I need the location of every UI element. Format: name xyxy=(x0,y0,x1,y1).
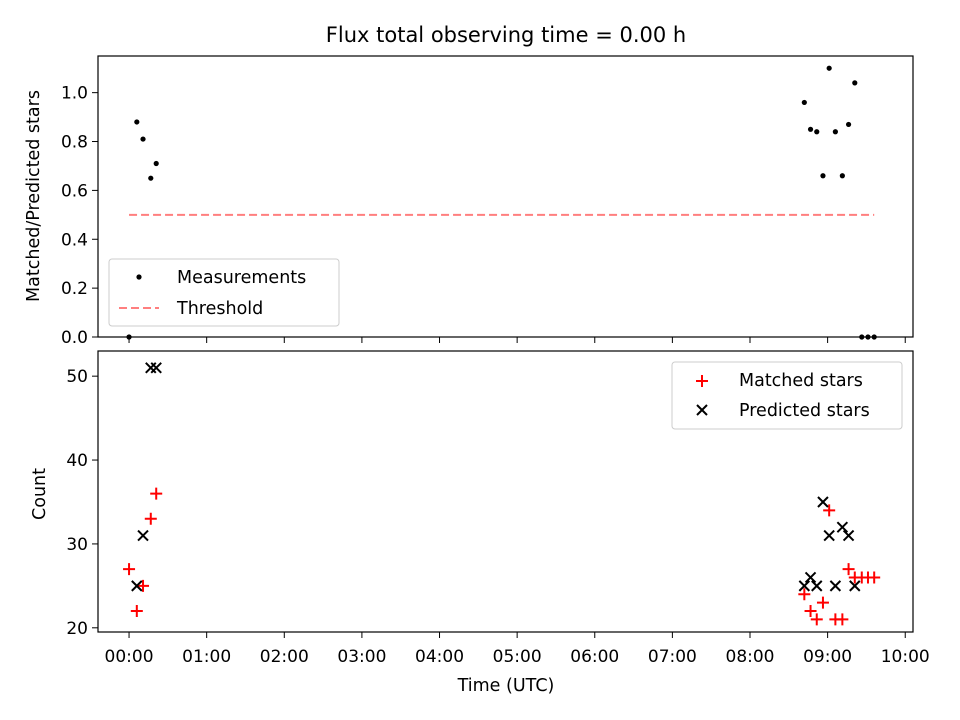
measurement-point xyxy=(839,173,845,179)
matched-stars-point xyxy=(137,579,150,592)
star-count-legend-frame xyxy=(671,361,903,430)
flux-ratio-y-tick-label: 0.8 xyxy=(61,133,88,153)
flux-ratio-legend: Measurements Threshold xyxy=(108,258,340,327)
measurement-point xyxy=(148,175,154,181)
measurement-point xyxy=(845,121,852,128)
figure-title: Flux total observing time = 0.00 h xyxy=(326,23,686,47)
measurement-point xyxy=(153,160,159,167)
legend-threshold-label: Threshold xyxy=(176,299,263,319)
matched-stars-point xyxy=(144,512,157,525)
flux-ratio-y-ticks: 0.0 0.2 0.4 0.6 0.8 1.0 xyxy=(61,84,98,348)
measurement-point xyxy=(826,65,832,71)
star-count-x-tick-label: 09:00 xyxy=(803,647,852,667)
star-count-x-tick-label: 05:00 xyxy=(493,647,542,667)
measurement-point xyxy=(814,129,820,135)
star-count-y-tick-label: 40 xyxy=(66,451,88,471)
predicted-stars-point xyxy=(798,580,811,592)
measurement-point xyxy=(140,136,146,142)
legend-matched-stars-plus xyxy=(696,375,708,387)
star-count-y-ticks: 20 30 40 50 xyxy=(66,367,98,639)
measurement-point xyxy=(832,129,838,135)
star-count-x-tick-label: 03:00 xyxy=(337,647,386,667)
star-count-x-tick-label: 10:00 xyxy=(881,647,930,667)
star-count-plot-area xyxy=(123,362,881,626)
matched-stars-point xyxy=(836,613,849,626)
matched-stars-point xyxy=(150,487,163,500)
measurement-point xyxy=(820,173,826,179)
legend-matched-stars-label: Matched stars xyxy=(739,371,863,391)
flux-ratio-y-axis-label: Matched/Predicted stars xyxy=(24,90,44,302)
predicted-stars-point xyxy=(829,580,842,592)
measurement-point xyxy=(852,80,858,86)
star-count-x-tick-label: 07:00 xyxy=(648,647,697,667)
predicted-stars-point xyxy=(804,571,817,584)
predicted-stars-point xyxy=(842,529,855,542)
measurement-point xyxy=(134,119,140,125)
star-count-y-axis-label: Count xyxy=(30,468,50,520)
flux-ratio-x-ticks xyxy=(128,337,906,343)
flux-ratio-legend-frame xyxy=(108,258,340,327)
flux-ratio-y-tick-label: 0.2 xyxy=(61,279,88,299)
star-count-legend: Matched stars Predicted stars xyxy=(671,361,903,430)
matched-stars-point xyxy=(842,563,855,576)
star-count-x-tick-label: 08:00 xyxy=(726,647,775,667)
legend-predicted-stars-x xyxy=(696,404,708,416)
matched-stars-point xyxy=(816,596,829,609)
flux-ratio-plot-area xyxy=(126,65,877,340)
matched-stars-point xyxy=(130,605,143,618)
legend-measurements-dot xyxy=(136,274,142,280)
predicted-stars-point xyxy=(849,580,861,592)
predicted-stars-point xyxy=(150,362,162,374)
predicted-stars-point xyxy=(137,529,149,542)
star-count-x-tick-label: 00:00 xyxy=(105,647,154,667)
flux-ratio-panel: 0.0 0.2 0.4 0.6 0.8 1.0 Matched/Predicted sta… xyxy=(24,55,914,348)
star-count-y-tick-label: 20 xyxy=(66,619,88,639)
flux-ratio-y-tick-label: 1.0 xyxy=(61,84,88,104)
flux-ratio-y-tick-label: 0.6 xyxy=(61,181,88,201)
legend-predicted-stars-label: Predicted stars xyxy=(739,401,870,421)
star-count-x-ticks: 00:00 01:00 02:00 03:00 04:00 05:00 06:00 07:00… xyxy=(105,632,930,667)
predicted-stars-point xyxy=(817,496,829,508)
star-count-axes-frame xyxy=(97,350,914,633)
star-count-x-tick-label: 04:00 xyxy=(415,647,464,667)
predicted-stars-point xyxy=(823,529,835,542)
matched-stars-point xyxy=(804,605,817,618)
legend-measurements-label: Measurements xyxy=(177,268,306,288)
matched-stars-point xyxy=(798,588,811,601)
flux-ratio-axes-frame xyxy=(97,55,914,338)
predicted-stars-point xyxy=(131,580,143,592)
flux-ratio-y-tick-label: 0.4 xyxy=(61,230,88,250)
predicted-stars-point xyxy=(811,580,823,592)
flux-ratio-y-tick-label: 0.0 xyxy=(61,328,88,348)
star-count-y-tick-label: 50 xyxy=(66,367,88,387)
matched-stars-point xyxy=(868,571,881,584)
measurement-point xyxy=(801,99,807,106)
star-count-y-tick-label: 30 xyxy=(66,535,88,555)
matched-stars-point xyxy=(123,563,136,576)
star-count-x-tick-label: 06:00 xyxy=(570,647,619,667)
matched-stars-point xyxy=(810,613,823,626)
star-count-x-axis-label: Time (UTC) xyxy=(457,676,555,696)
predicted-stars-point xyxy=(836,521,849,533)
star-count-x-tick-label: 01:00 xyxy=(182,647,231,667)
measurement-point xyxy=(807,126,814,132)
star-count-x-tick-label: 02:00 xyxy=(260,647,309,667)
matched-stars-point xyxy=(823,504,836,517)
